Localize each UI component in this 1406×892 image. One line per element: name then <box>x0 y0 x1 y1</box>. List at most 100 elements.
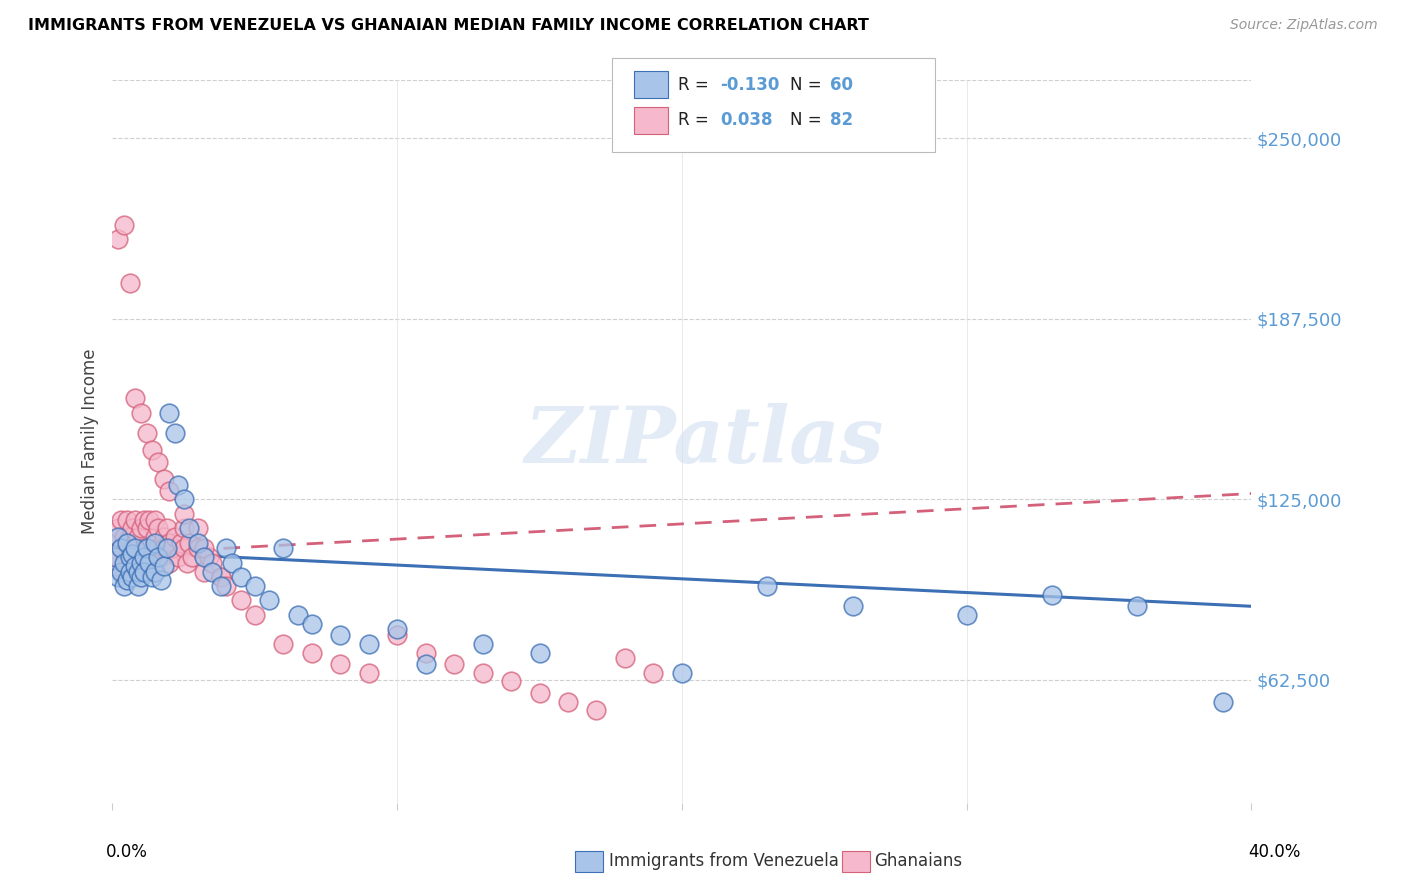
Point <box>152 472 174 486</box>
Point <box>193 550 215 565</box>
Point <box>129 521 152 535</box>
Text: R =: R = <box>678 76 714 94</box>
Point <box>143 535 166 549</box>
Point <box>415 646 437 660</box>
Point <box>756 579 779 593</box>
Point <box>215 579 238 593</box>
Point <box>149 574 172 588</box>
Point <box>152 541 174 556</box>
Point <box>143 530 166 544</box>
Text: Immigrants from Venezuela: Immigrants from Venezuela <box>609 852 838 870</box>
Point <box>141 570 163 584</box>
Point <box>209 570 232 584</box>
Point <box>193 565 215 579</box>
Point <box>301 616 323 631</box>
Point <box>159 483 180 498</box>
Point <box>173 507 195 521</box>
Point <box>501 674 523 689</box>
Point <box>118 550 141 565</box>
Point <box>132 565 155 579</box>
Point <box>643 665 665 680</box>
Point <box>187 521 209 535</box>
Point <box>329 628 352 642</box>
Point <box>209 570 232 584</box>
Point <box>118 530 141 544</box>
Point <box>132 550 155 565</box>
Point <box>385 623 409 637</box>
Point <box>613 651 636 665</box>
Point <box>671 665 693 680</box>
Point <box>165 425 187 440</box>
Point <box>215 541 238 556</box>
Point <box>193 541 215 556</box>
Point <box>187 541 209 556</box>
Point <box>121 547 143 561</box>
Point <box>173 541 195 556</box>
Text: N =: N = <box>790 112 827 129</box>
Point <box>415 657 437 671</box>
Point <box>115 574 138 588</box>
Point <box>107 232 129 246</box>
Point <box>301 646 323 660</box>
Point <box>115 535 138 549</box>
Point <box>135 521 157 535</box>
Point <box>110 541 132 556</box>
Point <box>257 593 280 607</box>
Point <box>167 550 190 565</box>
Point <box>173 492 195 507</box>
Point <box>585 703 607 717</box>
Point <box>104 558 127 573</box>
Point <box>129 556 152 570</box>
Point <box>124 556 146 570</box>
Point <box>179 535 201 549</box>
Point <box>146 550 169 565</box>
Text: 40.0%: 40.0% <box>1249 843 1301 861</box>
Point <box>132 512 155 526</box>
Point <box>159 556 180 570</box>
Point <box>112 530 135 544</box>
Point <box>529 646 551 660</box>
Point <box>146 521 169 535</box>
Point <box>127 579 149 593</box>
Point <box>141 550 163 565</box>
Point <box>107 550 129 565</box>
Point <box>162 541 184 556</box>
Point <box>201 565 224 579</box>
Point <box>443 657 465 671</box>
Text: Ghanaians: Ghanaians <box>875 852 963 870</box>
Point <box>841 599 863 614</box>
Text: R =: R = <box>678 112 714 129</box>
Point <box>146 541 169 556</box>
Point <box>115 550 138 565</box>
Point <box>124 541 146 556</box>
Point <box>529 686 551 700</box>
Point <box>187 535 209 549</box>
Point <box>124 558 146 573</box>
Point <box>112 579 135 593</box>
Point <box>1040 588 1063 602</box>
Point <box>209 579 232 593</box>
Text: Source: ZipAtlas.com: Source: ZipAtlas.com <box>1230 18 1378 32</box>
Text: 0.0%: 0.0% <box>105 843 148 861</box>
Point <box>121 570 143 584</box>
Text: 82: 82 <box>830 112 852 129</box>
Point <box>127 565 149 579</box>
Point <box>124 391 146 405</box>
Point <box>112 565 135 579</box>
Point <box>138 512 160 526</box>
Point <box>287 607 309 622</box>
Point <box>129 565 152 579</box>
Point <box>201 556 224 570</box>
Text: ZIPatlas: ZIPatlas <box>524 403 884 480</box>
Point <box>471 665 494 680</box>
Point <box>152 558 174 573</box>
Point <box>118 276 141 290</box>
Point <box>155 541 177 556</box>
Point <box>152 530 174 544</box>
Point <box>181 550 204 565</box>
Point <box>115 512 138 526</box>
Point <box>121 541 143 556</box>
Point <box>229 570 252 584</box>
Point <box>385 628 409 642</box>
Point <box>956 607 979 622</box>
